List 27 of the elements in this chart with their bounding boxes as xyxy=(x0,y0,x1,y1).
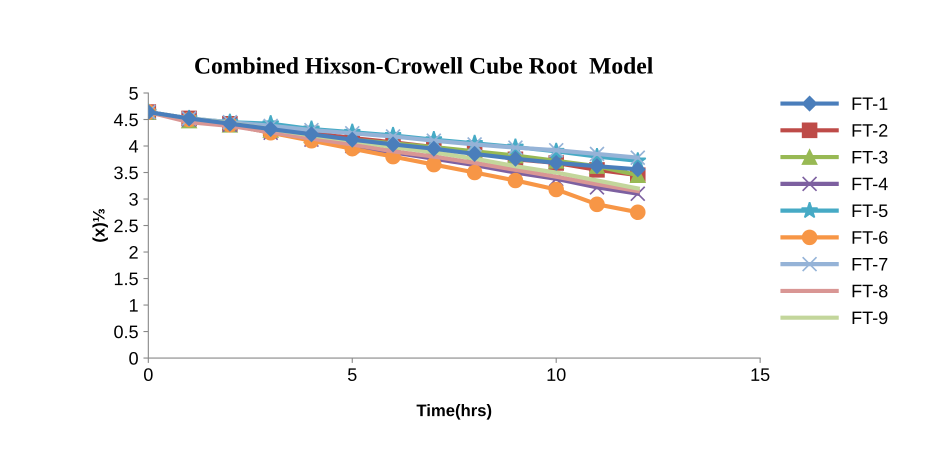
x-axis-title: Time(hrs) xyxy=(416,404,492,420)
y-tick-label: 1 xyxy=(130,299,138,312)
y-tick-label: 2.5 xyxy=(114,219,138,232)
y-tick-label: 5 xyxy=(129,87,138,100)
legend-label: FT-2 xyxy=(852,124,888,137)
y-tick-label: 4.5 xyxy=(114,114,138,126)
legend-label: FT-4 xyxy=(852,178,888,190)
x-tick-label: 5 xyxy=(348,368,357,382)
legend-label: FT-9 xyxy=(852,311,888,324)
legend-label: FT-5 xyxy=(852,204,888,218)
chart-title: Combined Hixson-Crowell Cube Root Model xyxy=(195,57,653,74)
y-tick-label: 0 xyxy=(129,352,138,365)
y-tick-label: 4 xyxy=(128,140,138,153)
x-tick-label: 15 xyxy=(751,368,770,382)
y-tick-label: 3.5 xyxy=(114,166,138,180)
legend-label: FT-8 xyxy=(852,284,888,298)
x-tick-label: 0 xyxy=(144,368,153,382)
legend-label: FT-1 xyxy=(852,97,888,110)
x-tick-label: 10 xyxy=(548,368,566,382)
y-tick-label: 1.5 xyxy=(114,272,138,286)
legend-label: FT-6 xyxy=(852,231,888,244)
y-tick-label: 3 xyxy=(129,192,138,206)
y-axis-title: (x)⅓ xyxy=(92,209,108,242)
legend-label: FT-3 xyxy=(852,150,888,164)
y-tick-label: 2 xyxy=(129,246,138,259)
y-tick-label: 0.5 xyxy=(114,325,138,338)
legend-label: FT-7 xyxy=(852,258,888,270)
